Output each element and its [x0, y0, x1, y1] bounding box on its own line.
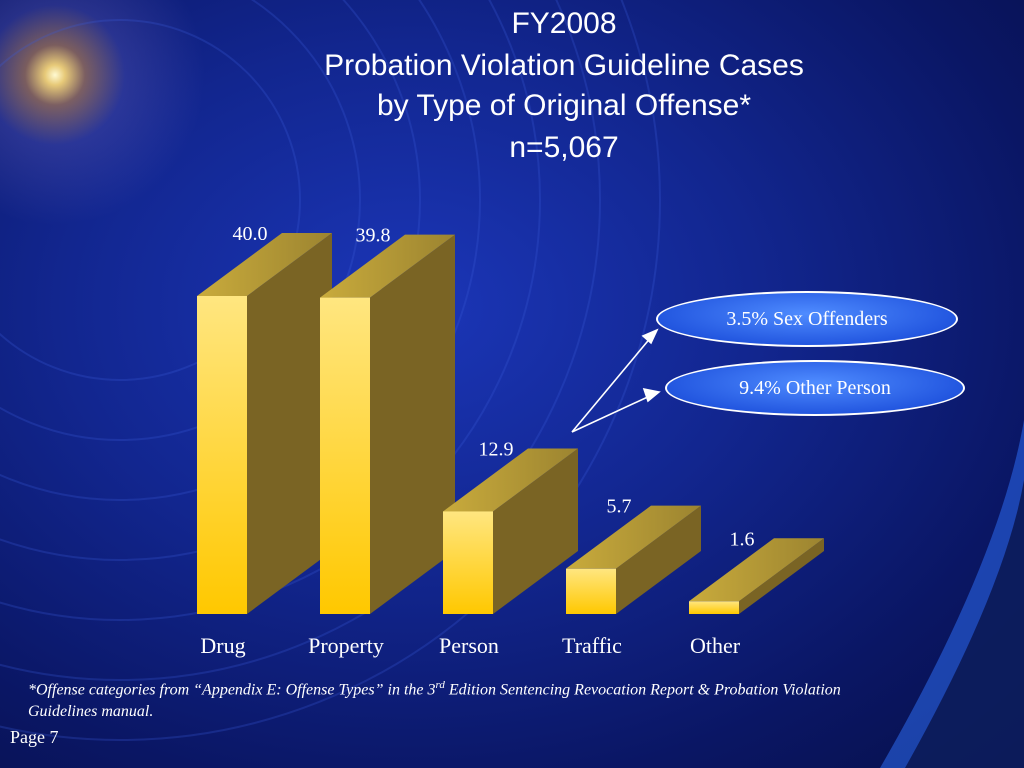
category-label-other: Other: [690, 633, 741, 658]
bar-front-property: [320, 297, 370, 614]
category-label-person: Person: [439, 633, 499, 658]
value-label-drug: 40.0: [233, 223, 268, 245]
bar-side-other: [739, 538, 824, 614]
bar-front-traffic: [566, 568, 616, 614]
bar-front-drug: [197, 296, 247, 614]
bar-top-other: [689, 538, 824, 602]
callout-other-person: 9.4% Other Person: [665, 360, 965, 416]
bar-drug: [197, 233, 332, 614]
value-label-person: 12.9: [479, 438, 514, 460]
category-label-property: Property: [308, 633, 384, 658]
bar-front-person: [443, 511, 493, 614]
bar-person: [443, 448, 578, 614]
bar-top-person: [443, 448, 578, 512]
value-label-property: 39.8: [356, 225, 391, 247]
footnote-prefix: *Offense categories from “Appendix E: Of…: [28, 681, 436, 699]
category-label-traffic: Traffic: [562, 633, 622, 658]
callout-sex-offenders: 3.5% Sex Offenders: [656, 291, 958, 347]
bar-traffic: [566, 505, 701, 614]
callout-other-person-label: 9.4% Other Person: [739, 376, 891, 399]
bar-top-drug: [197, 233, 332, 296]
bar-top-traffic: [566, 505, 701, 569]
value-label-traffic: 5.7: [607, 496, 632, 518]
page-number: Page 7: [10, 727, 59, 747]
value-label-other: 1.6: [730, 528, 755, 550]
chart-title-line-4: n=5,067: [509, 131, 619, 164]
bar-side-drug: [247, 233, 332, 614]
bar-side-property: [370, 234, 455, 614]
callout-sex-offenders-label: 3.5% Sex Offenders: [726, 307, 888, 330]
callout-arrows: [571, 328, 661, 433]
footnote-suffix: Edition Sentencing Revocation Report & P…: [28, 681, 841, 721]
bar-side-traffic: [616, 505, 701, 614]
chart-title-line-3: by Type of Original Offense*: [376, 89, 752, 122]
bar-property: [320, 234, 455, 614]
chart-title-line-2: Probation Violation Guideline Cases: [324, 49, 804, 82]
chart-title-line-1: FY2008: [511, 7, 617, 40]
bar-side-person: [493, 448, 578, 614]
bar-other: [689, 538, 824, 614]
footnote-superscript: rd: [435, 679, 445, 691]
footnote: *Offense categories from “Appendix E: Of…: [28, 674, 888, 723]
bar-front-other: [689, 601, 739, 614]
category-label-drug: Drug: [200, 633, 245, 658]
bar-top-property: [320, 234, 455, 298]
